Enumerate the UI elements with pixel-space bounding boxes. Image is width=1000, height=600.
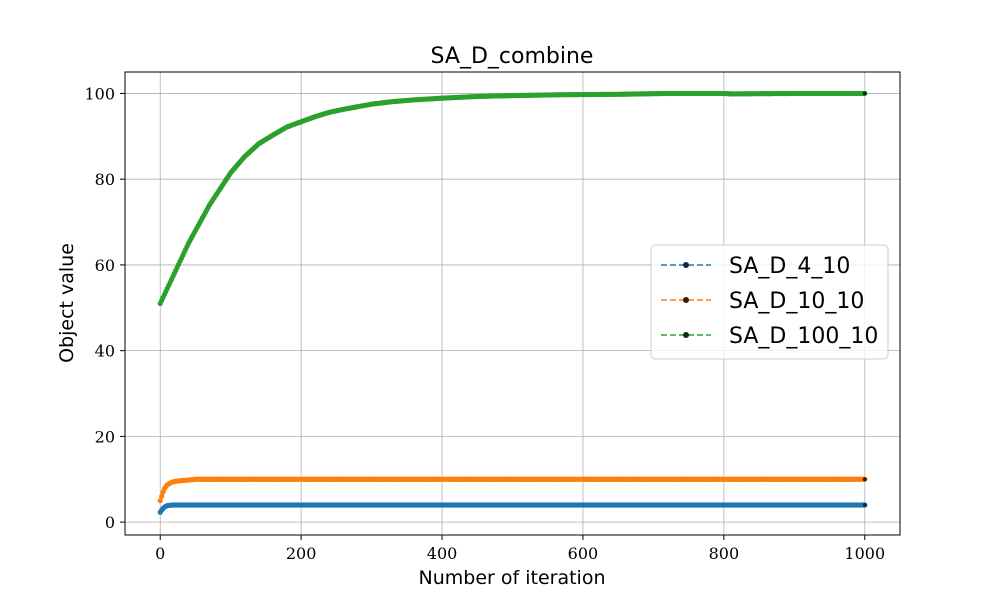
series-layer bbox=[157, 90, 868, 515]
legend: SA_D_4_10 SA_D_10_10 SA_D_100_10 bbox=[650, 244, 889, 360]
data-point-end bbox=[862, 91, 867, 96]
data-point-end bbox=[862, 502, 867, 507]
series-sa-d-100-10 bbox=[157, 90, 868, 307]
chart-title: SA_D_combine bbox=[431, 44, 594, 69]
legend-marker bbox=[683, 297, 689, 303]
x-axis-label: Number of iteration bbox=[419, 567, 606, 589]
legend-box bbox=[650, 244, 889, 360]
y-tick-label: 80 bbox=[95, 170, 115, 189]
x-tick-label: 800 bbox=[709, 544, 740, 563]
legend-markers bbox=[661, 262, 711, 338]
y-tick-label: 100 bbox=[84, 84, 115, 103]
y-tick-label: 60 bbox=[95, 256, 115, 275]
legend-label-sa-d-100-10: SA_D_100_10 bbox=[729, 324, 878, 349]
data-point bbox=[157, 498, 163, 504]
x-tick-label: 1000 bbox=[844, 544, 885, 563]
legend-marker bbox=[683, 332, 689, 338]
series-sa-d-10-10 bbox=[157, 476, 868, 504]
x-tick-label: 200 bbox=[286, 544, 317, 563]
plot-area-frame bbox=[124, 71, 901, 536]
data-point bbox=[159, 493, 165, 500]
data-point-end bbox=[862, 477, 867, 482]
series-sa-d-4-10 bbox=[157, 502, 868, 515]
legend-marker bbox=[683, 262, 689, 268]
y-axis-label: Object value bbox=[56, 243, 78, 363]
x-tick-label: 600 bbox=[568, 544, 599, 563]
ticks: 0 200 400 600 800 1000 0 20 40 60 80 100 bbox=[84, 84, 885, 563]
x-tick-label: 0 bbox=[155, 544, 165, 563]
legend-label-sa-d-4-10: SA_D_4_10 bbox=[729, 254, 850, 279]
x-tick-label: 400 bbox=[427, 544, 458, 563]
legend-label-sa-d-10-10: SA_D_10_10 bbox=[729, 289, 864, 314]
y-tick-label: 20 bbox=[95, 427, 115, 446]
y-tick-label: 0 bbox=[105, 513, 115, 532]
y-tick-label: 40 bbox=[95, 342, 115, 361]
